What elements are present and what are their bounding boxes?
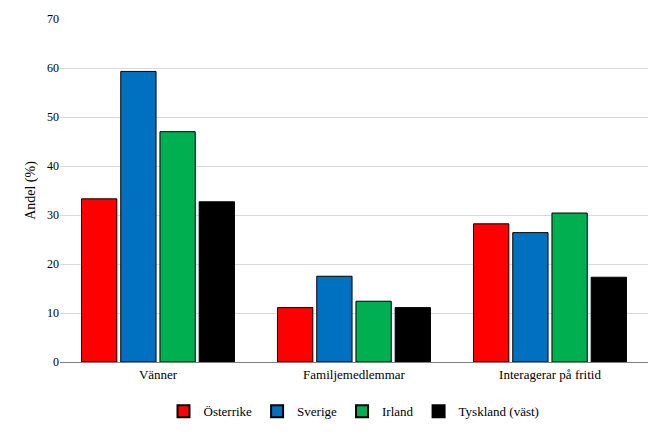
svg-text:50: 50 [47, 110, 59, 124]
svg-text:Interagerar på fritid: Interagerar på fritid [499, 367, 601, 382]
svg-text:20: 20 [47, 257, 59, 271]
svg-text:0: 0 [53, 355, 59, 369]
svg-text:Familjemedlemmar: Familjemedlemmar [303, 367, 405, 382]
svg-text:70: 70 [47, 12, 59, 26]
svg-text:40: 40 [47, 159, 59, 173]
svg-text:Österrike: Österrike [204, 404, 253, 419]
svg-text:10: 10 [47, 306, 59, 320]
svg-text:Irland: Irland [382, 404, 414, 419]
svg-text:60: 60 [47, 61, 59, 75]
svg-text:Sverige: Sverige [297, 404, 337, 419]
svg-text:30: 30 [47, 208, 59, 222]
svg-text:Andel (%): Andel (%) [23, 161, 39, 220]
svg-text:Tyskland (väst): Tyskland (väst) [459, 404, 539, 419]
svg-text:Vänner: Vänner [139, 367, 178, 382]
